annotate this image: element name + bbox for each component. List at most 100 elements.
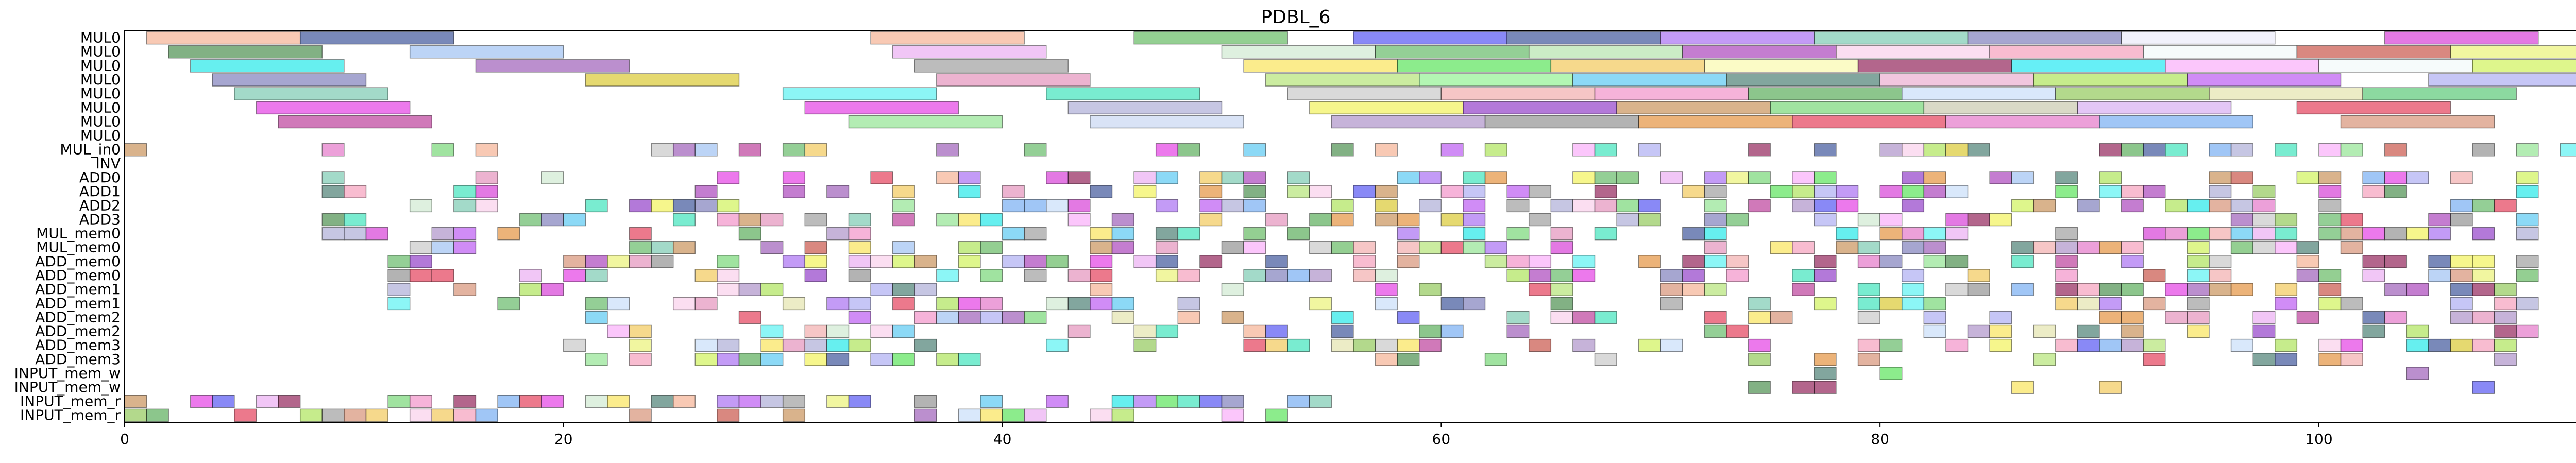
op-cell — [2296, 255, 2319, 268]
op-cell — [936, 311, 959, 324]
op-cell — [453, 241, 477, 254]
op-cell — [1199, 199, 1223, 213]
op-cell — [1901, 171, 1925, 184]
op-cell — [1770, 311, 1793, 324]
op-cell — [2384, 171, 2408, 184]
op-cell — [2055, 227, 2078, 241]
op-cell — [1660, 338, 1683, 352]
op-cell — [1814, 143, 1837, 157]
op-cell — [563, 255, 586, 268]
op-cell — [717, 353, 740, 366]
op-cell — [2121, 241, 2144, 254]
x-tick-label: 0 — [120, 431, 129, 448]
op-cell — [2143, 297, 2166, 311]
op-cell — [760, 324, 784, 338]
op-cell — [936, 171, 959, 184]
op-cell — [1704, 227, 1727, 241]
task-bar — [2077, 101, 2232, 115]
task-bar — [2296, 101, 2451, 115]
op-cell — [1155, 143, 1179, 157]
op-cell — [1814, 269, 1837, 282]
op-cell — [1002, 311, 1025, 324]
task-bar — [1046, 87, 1200, 100]
op-cell — [2472, 199, 2495, 213]
op-cell — [1989, 171, 2012, 184]
op-cell — [2165, 199, 2188, 213]
op-cell — [1353, 338, 1376, 352]
op-cell — [1550, 227, 1573, 241]
op-cell — [1682, 227, 1705, 241]
task-bar — [1090, 115, 1244, 129]
y-tick-label: ADD_mem1 — [35, 295, 121, 312]
op-cell — [2450, 297, 2473, 311]
op-cell — [2494, 338, 2517, 352]
op-cell — [2275, 283, 2298, 296]
task-bar — [1221, 45, 1376, 59]
op-cell — [914, 311, 937, 324]
op-cell — [1397, 311, 1420, 324]
op-cell — [2187, 269, 2210, 282]
op-cell — [409, 199, 432, 213]
op-cell — [2143, 143, 2166, 157]
op-cell — [1594, 353, 1617, 366]
y-tick-label: ADD_mem0 — [35, 267, 121, 284]
op-cell — [1067, 213, 1091, 227]
y-tick-label: MUL_mem0 — [36, 239, 121, 256]
op-cell — [804, 338, 827, 352]
op-cell — [1375, 185, 1398, 198]
op-cell — [2055, 171, 2078, 184]
op-cell — [980, 408, 1003, 422]
op-cell — [1243, 143, 1266, 157]
op-cell — [124, 408, 147, 422]
op-cell — [1243, 269, 1266, 282]
op-cell — [1090, 185, 1113, 198]
op-cell — [2494, 297, 2517, 311]
op-cell — [2450, 213, 2473, 227]
op-cell — [2011, 199, 2035, 213]
op-cell — [1704, 255, 1727, 268]
op-cell — [585, 199, 608, 213]
op-cell — [1419, 171, 1442, 184]
op-cell — [2472, 269, 2495, 282]
op-cell — [1046, 171, 1069, 184]
task-bar — [1989, 45, 2144, 59]
op-cell — [541, 171, 564, 184]
op-cell — [2187, 241, 2210, 254]
op-cell — [1484, 241, 1507, 254]
op-cell — [1726, 255, 1749, 268]
op-cell — [1506, 255, 1530, 268]
op-cell — [2055, 241, 2078, 254]
op-cell — [804, 213, 827, 227]
y-tick-label: INPUT_mem_w — [14, 379, 121, 396]
op-cell — [760, 395, 784, 408]
op-cell — [1309, 213, 1332, 227]
op-cell — [2318, 353, 2342, 366]
task-bar — [848, 115, 1003, 129]
op-cell — [2384, 255, 2408, 268]
task-bar — [475, 59, 630, 73]
op-cell — [1857, 297, 1880, 311]
op-cell — [2516, 143, 2539, 157]
task-bar — [2121, 31, 2276, 45]
y-tick-label: ADD0 — [79, 169, 121, 186]
op-cell — [958, 297, 981, 311]
plot-frame — [124, 30, 2576, 423]
op-cell — [1528, 283, 1552, 296]
op-cell — [1879, 338, 1903, 352]
op-cell — [629, 408, 652, 422]
op-cell — [1989, 324, 2012, 338]
op-cell — [1528, 338, 1552, 352]
op-cell — [1814, 381, 1837, 394]
op-cell — [958, 408, 981, 422]
op-cell — [2121, 324, 2144, 338]
op-cell — [2121, 199, 2144, 213]
y-tick-label: INPUT_mem_w — [14, 365, 121, 382]
op-cell — [2516, 255, 2539, 268]
op-cell — [1067, 199, 1091, 213]
op-cell — [760, 353, 784, 366]
op-cell — [1967, 269, 1990, 282]
y-tick-label: MUL0 — [80, 71, 121, 88]
op-cell — [826, 395, 850, 408]
op-cell — [2384, 185, 2408, 198]
op-cell — [1945, 185, 1969, 198]
